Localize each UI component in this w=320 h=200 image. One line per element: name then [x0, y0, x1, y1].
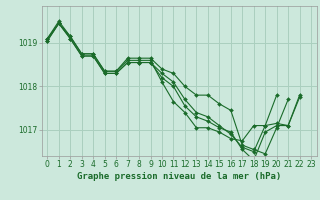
X-axis label: Graphe pression niveau de la mer (hPa): Graphe pression niveau de la mer (hPa): [77, 172, 281, 181]
